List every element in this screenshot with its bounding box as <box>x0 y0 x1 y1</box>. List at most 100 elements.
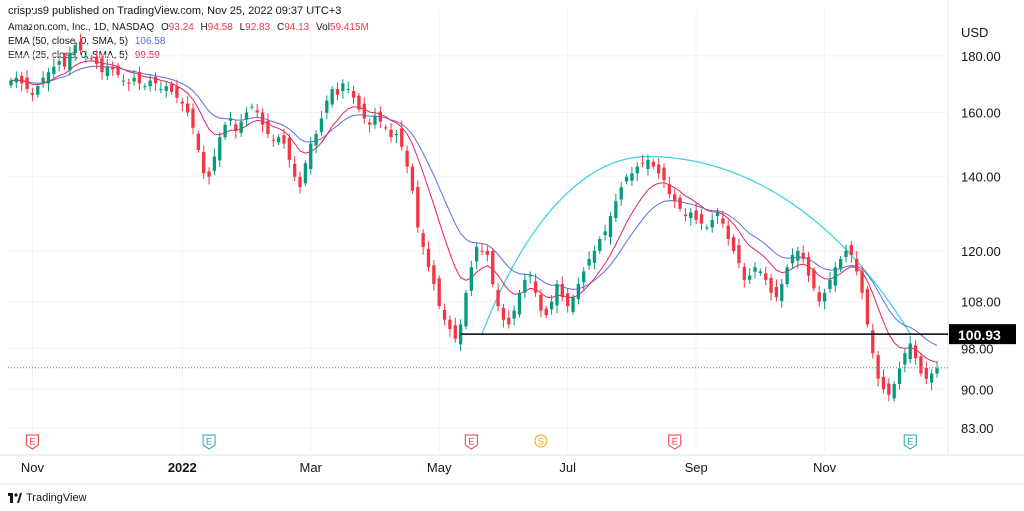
candle-body <box>287 137 291 160</box>
candle-body <box>78 41 83 51</box>
y-tick-label: 108.00 <box>961 295 1001 310</box>
candle-body <box>437 278 441 307</box>
candle-body <box>796 250 800 261</box>
candle-body <box>319 118 324 133</box>
candle-body <box>897 368 902 384</box>
candle-body <box>426 248 431 268</box>
ema50-line <box>10 65 938 346</box>
candle-body <box>549 301 554 310</box>
ohlc-close: C94.13 <box>276 22 310 33</box>
candle-body <box>62 55 67 67</box>
candle-body <box>453 325 457 339</box>
candle-body <box>812 269 816 289</box>
candle-body <box>699 214 704 224</box>
candle-body <box>384 127 388 129</box>
candle-body <box>539 294 543 311</box>
candle-body <box>833 267 837 286</box>
y-tick-label: 90.00 <box>961 382 994 397</box>
earnings-event-icon <box>202 434 216 450</box>
event-letter: E <box>672 437 678 447</box>
candle-body <box>175 86 179 98</box>
candle-body <box>325 100 329 113</box>
candle-body <box>469 267 473 291</box>
candle-body <box>619 187 623 200</box>
candle-body <box>25 77 29 90</box>
candle-body <box>266 120 270 135</box>
candle-body <box>694 210 698 220</box>
candle-body <box>475 246 479 262</box>
ema25-line <box>10 60 938 363</box>
candle-body <box>84 55 88 57</box>
candle-body <box>73 45 77 54</box>
candle-body <box>887 383 891 395</box>
candle-body <box>202 151 206 174</box>
candle-body <box>747 275 752 280</box>
candle-body <box>389 129 393 138</box>
earnings-event-icon <box>903 434 917 450</box>
candle-body <box>111 66 115 70</box>
support-price-tag <box>949 324 1016 345</box>
event-letter: E <box>907 437 913 447</box>
x-tick-label: 2022 <box>168 460 197 475</box>
candle-body <box>651 161 655 167</box>
candle-body <box>705 227 709 229</box>
candle-body <box>496 289 500 307</box>
candle-body <box>892 383 896 399</box>
y-tick-label: 180.00 <box>961 49 1001 64</box>
candle-body <box>464 292 468 327</box>
candle-body <box>673 194 677 202</box>
candle-body <box>367 122 372 125</box>
candle-body <box>127 82 131 84</box>
candle-body <box>100 58 104 73</box>
event-letter: S <box>538 437 544 447</box>
candle-body <box>828 279 832 289</box>
candle-body <box>442 309 447 320</box>
x-tick-label: Sep <box>685 460 708 475</box>
candle-body <box>116 65 120 75</box>
candle-body <box>635 166 639 174</box>
candle-body <box>378 111 382 122</box>
candle-body <box>576 284 581 300</box>
candle-body <box>913 345 918 359</box>
candle-body <box>485 250 490 255</box>
candle-body <box>689 212 693 219</box>
candle-body <box>662 167 666 181</box>
candle-body <box>14 77 19 83</box>
candle-body <box>405 150 409 167</box>
symbol-legend: Amazon.com, Inc., 1D, NASDAQ O93.24 H94.… <box>8 22 369 33</box>
candle-body <box>721 218 725 224</box>
candle-body <box>608 216 613 238</box>
candle-body <box>185 103 190 113</box>
earnings-event-icon <box>25 434 39 450</box>
candle-body <box>640 162 645 164</box>
candle-body <box>416 186 420 228</box>
candle-body <box>903 353 907 365</box>
candle-body <box>715 212 720 217</box>
candle-body <box>855 258 859 272</box>
tradingview-logo-icon <box>8 493 22 503</box>
candle-body <box>860 271 864 293</box>
candle-body <box>603 231 607 236</box>
ema50-label: EMA (50, close, 0, SMA, 5) <box>8 36 129 47</box>
candle-body <box>571 297 575 312</box>
ohlc-open: O93.24 <box>160 22 194 33</box>
candle-body <box>614 201 618 219</box>
y-tick-label: 98.00 <box>961 341 994 356</box>
candle-body <box>785 267 789 285</box>
candle-body <box>731 237 736 251</box>
currency-label: USD <box>961 25 988 40</box>
earnings-event-icon <box>668 434 682 450</box>
candle-body <box>876 355 880 379</box>
candle-body <box>582 271 586 283</box>
candle-body <box>212 156 217 172</box>
candle-body <box>223 124 227 138</box>
ohlc-volume: Vol59.415M <box>316 22 369 33</box>
candle-body <box>501 307 506 320</box>
candle-body <box>924 367 928 379</box>
tradingview-footer: TradingView <box>8 492 87 504</box>
candle-body <box>528 275 532 277</box>
candle-body <box>303 163 308 184</box>
candle-body <box>624 176 629 182</box>
candle-body <box>180 101 184 104</box>
